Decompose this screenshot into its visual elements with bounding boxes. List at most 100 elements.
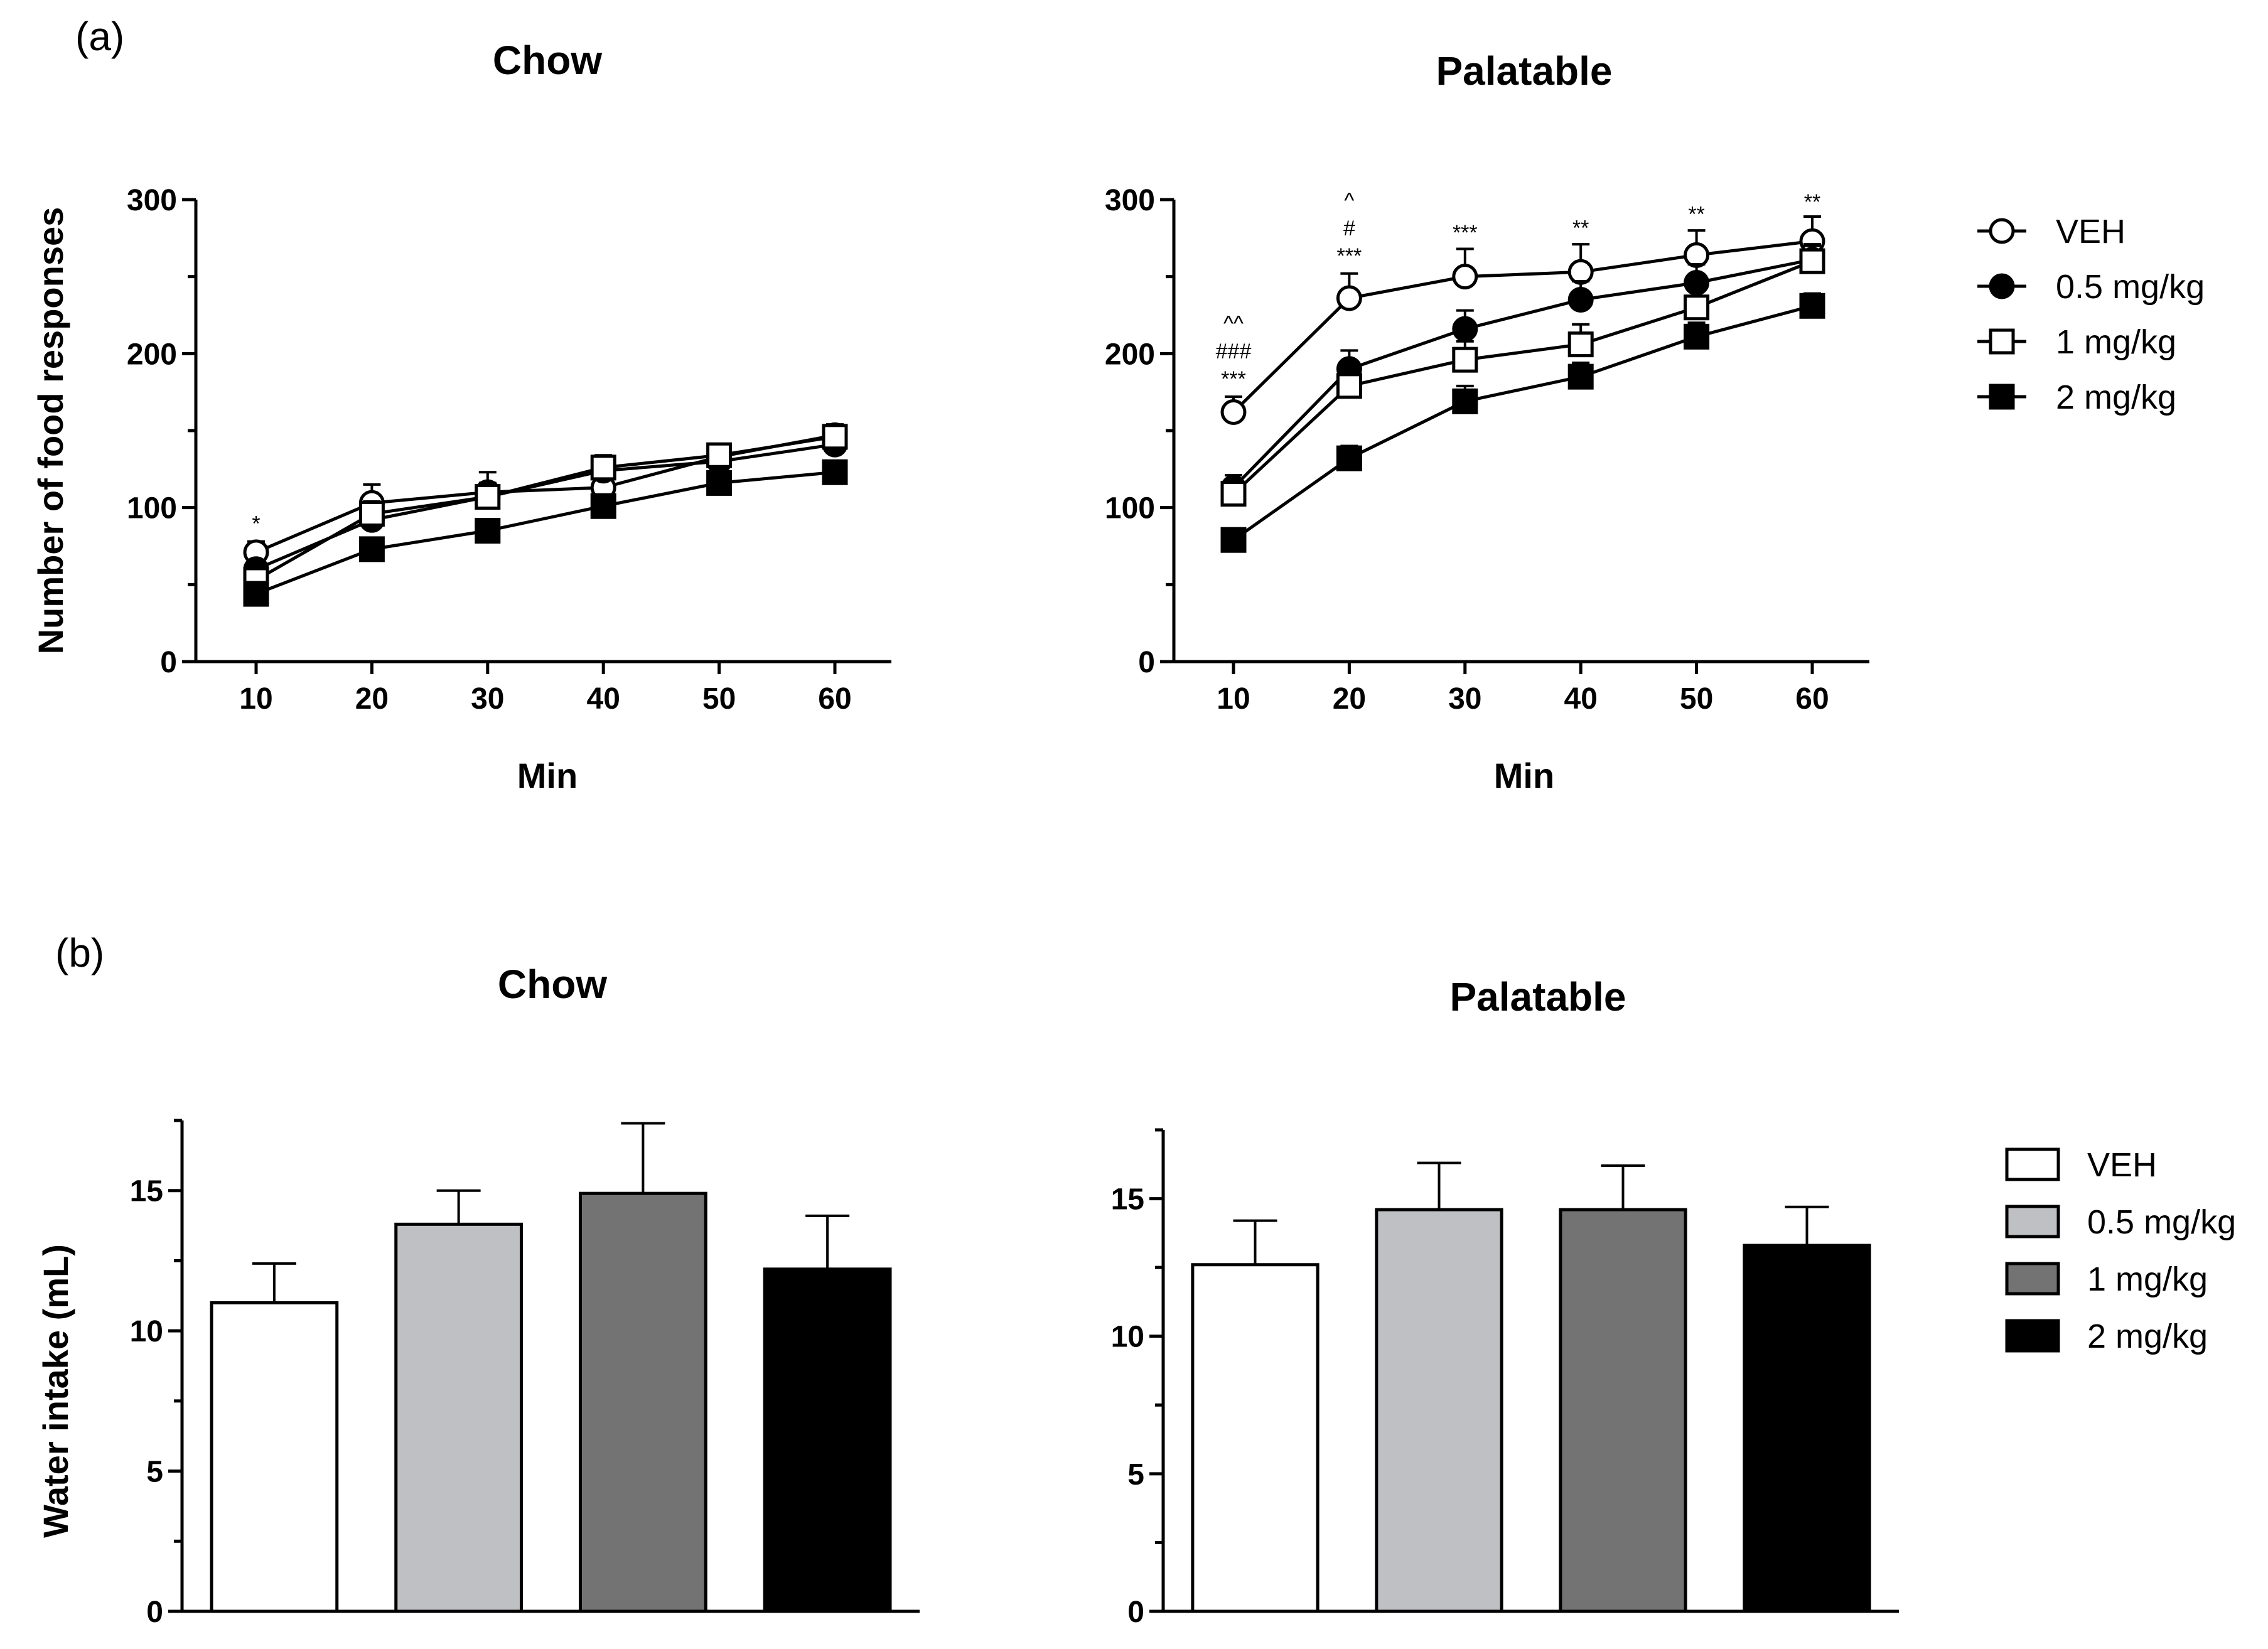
legend-bar-chart: VEH 0.5 mg/kg 1 mg/kg 2 mg/kg <box>2005 1146 2236 1355</box>
significance-annotation: * <box>252 512 260 536</box>
significance-annotation: *** <box>1453 221 1478 245</box>
chart-title: Chow <box>498 962 607 1007</box>
legend-marker <box>1989 328 2015 355</box>
legend-swatch <box>2005 1205 2060 1238</box>
legend-item: 2 mg/kg <box>2005 1318 2208 1355</box>
data-point <box>1220 481 1247 507</box>
data-point <box>1336 445 1362 471</box>
data-point <box>1799 293 1825 319</box>
y-tick-label: 15 <box>130 1175 163 1208</box>
significance-annotation: ** <box>1572 217 1589 240</box>
x-tick-label: 20 <box>1333 682 1366 716</box>
y-tick-label: 10 <box>1111 1321 1144 1354</box>
data-point <box>1567 363 1594 390</box>
x-tick-label: 50 <box>702 682 736 716</box>
y-axis-title: Water intake (mL) <box>36 1244 75 1538</box>
y-tick-label: 5 <box>1127 1458 1144 1491</box>
chart-b-chow: Chow Water intake (mL) 0 5 10 15 <box>36 962 920 1629</box>
panel-label-b: (b) <box>55 930 104 975</box>
data-point <box>1684 323 1710 350</box>
series-1-mg-kg <box>1220 244 1825 507</box>
legend-label: 2 mg/kg <box>2056 379 2176 416</box>
y-tick-label: 300 <box>1105 184 1155 217</box>
data-point <box>706 470 733 496</box>
bar-2-mg-kg <box>763 1267 892 1613</box>
series-1-mg-kg <box>243 424 848 593</box>
data-point <box>706 442 733 468</box>
x-tick-label: 10 <box>239 682 272 716</box>
x-tick-label: 10 <box>1217 682 1250 716</box>
data-point <box>358 536 385 562</box>
legend-label: 2 mg/kg <box>2087 1318 2208 1355</box>
x-tick-label: 60 <box>1795 682 1829 716</box>
panel-label-a: (a) <box>75 14 124 59</box>
legend-label: 0.5 mg/kg <box>2056 268 2205 306</box>
data-point <box>1567 259 1594 285</box>
bar-2-mg-kg <box>1743 1243 1871 1613</box>
significance-annotation: ^^ <box>1223 312 1244 336</box>
chart-title: Chow <box>493 38 602 83</box>
x-axis-title: Min <box>517 756 578 795</box>
data-point <box>1336 285 1362 311</box>
x-tick-label: 50 <box>1680 682 1713 716</box>
legend-item: 0.5 mg/kg <box>2005 1203 2236 1241</box>
legend-swatch <box>2005 1262 2060 1296</box>
x-tick-label: 40 <box>1564 682 1598 716</box>
legend-swatch <box>2005 1319 2060 1353</box>
bar-1-mg-kg <box>1559 1208 1687 1613</box>
bar-0-5-mg-kg <box>1375 1208 1503 1613</box>
x-tick-label: 40 <box>587 682 620 716</box>
series-line <box>1232 239 1813 414</box>
data-point <box>1684 242 1710 268</box>
data-point <box>1336 373 1362 399</box>
legend-item: VEH <box>1977 213 2126 250</box>
legend-swatch <box>2005 1147 2060 1181</box>
series-line <box>1232 259 1813 495</box>
data-point <box>1567 286 1594 313</box>
data-point <box>1220 399 1247 426</box>
legend-label: VEH <box>2087 1146 2157 1184</box>
y-tick-label: 0 <box>160 646 177 679</box>
chart-title: Palatable <box>1436 48 1612 94</box>
significance-annotation: ^ <box>1344 189 1354 213</box>
chart-a-palatable: Palatable Min 0 100 200 300 10 20 30 40 50 60 ^^ ### *… <box>1105 48 1869 795</box>
chart-title: Palatable <box>1449 974 1626 1019</box>
data-point <box>1684 294 1710 321</box>
bar-veh <box>210 1301 339 1613</box>
y-tick-label: 5 <box>146 1456 163 1489</box>
x-tick-label: 20 <box>355 682 389 716</box>
significance-annotation: ** <box>1804 190 1820 214</box>
data-point <box>243 581 269 607</box>
legend-item: 0.5 mg/kg <box>1977 268 2205 306</box>
data-point <box>822 424 848 450</box>
series-line <box>255 435 836 582</box>
legend-item: VEH <box>2005 1146 2157 1184</box>
chart-b-palatable: Palatable 0 5 10 15 <box>1111 974 1899 1629</box>
x-tick-label: 30 <box>1448 682 1481 716</box>
data-point <box>1799 248 1825 274</box>
significance-annotation: *** <box>1221 367 1246 391</box>
data-point <box>1567 331 1594 358</box>
data-point <box>1452 264 1478 290</box>
x-tick-label: 30 <box>471 682 504 716</box>
bar-veh <box>1191 1263 1319 1613</box>
series-2-mg-kg <box>1220 292 1825 553</box>
series-line <box>1232 258 1813 489</box>
legend-item: 2 mg/kg <box>1977 379 2176 416</box>
series-2-mg-kg <box>243 459 848 607</box>
chart-a-chow: Chow Min Number of food responses 0 100 200 30… <box>31 38 891 795</box>
y-tick-label: 0 <box>1127 1596 1144 1629</box>
legend-marker <box>1989 384 2015 410</box>
data-point <box>590 493 616 519</box>
series-veh <box>1220 215 1825 426</box>
series-line <box>255 470 836 596</box>
data-point <box>1452 388 1478 414</box>
data-point <box>1220 527 1247 553</box>
legend-label: VEH <box>2056 213 2126 250</box>
data-point <box>358 500 385 527</box>
legend-label: 1 mg/kg <box>2087 1260 2208 1298</box>
y-tick-label: 15 <box>1111 1183 1144 1217</box>
y-tick-label: 200 <box>127 338 177 371</box>
